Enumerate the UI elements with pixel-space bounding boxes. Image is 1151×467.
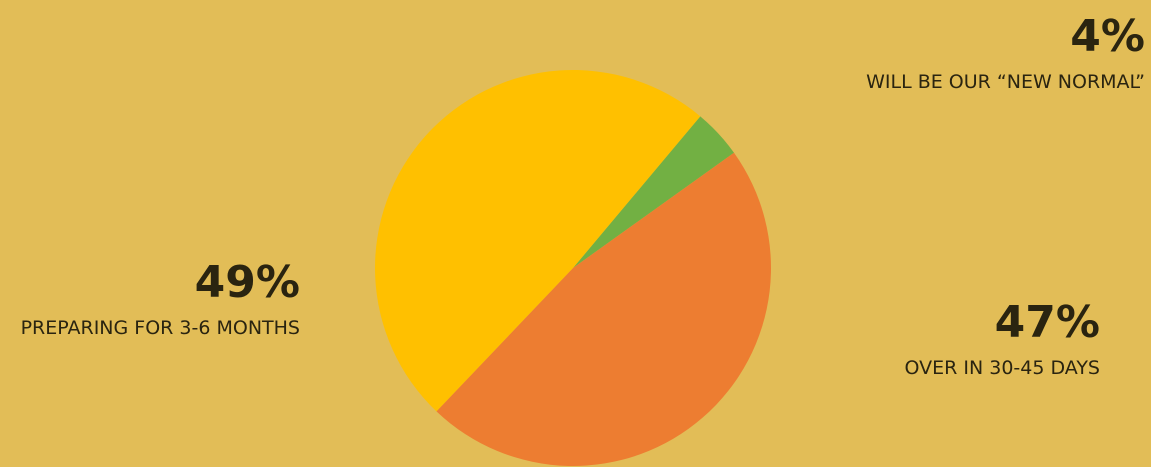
category-label: PREPARING FOR 3-6 MONTHS [20,317,300,339]
pie-slice [436,152,771,466]
value-label: 49% [194,257,300,308]
slice-label: 49% PREPARING FOR 3-6 MONTHS [0,258,300,348]
category-label: OVER IN 30-45 DAYS [904,357,1100,379]
value-label: 47% [994,297,1100,348]
pie-slice [374,69,701,412]
category-label: WILL BE OUR “NEW NORMAL” [866,71,1145,93]
slice-label: 47% OVER IN 30-45 DAYS [700,298,1100,388]
slice-label: 4% WILL BE OUR “NEW NORMAL” [645,12,1145,102]
pie-slice [573,116,734,268]
value-label: 4% [1070,11,1145,62]
